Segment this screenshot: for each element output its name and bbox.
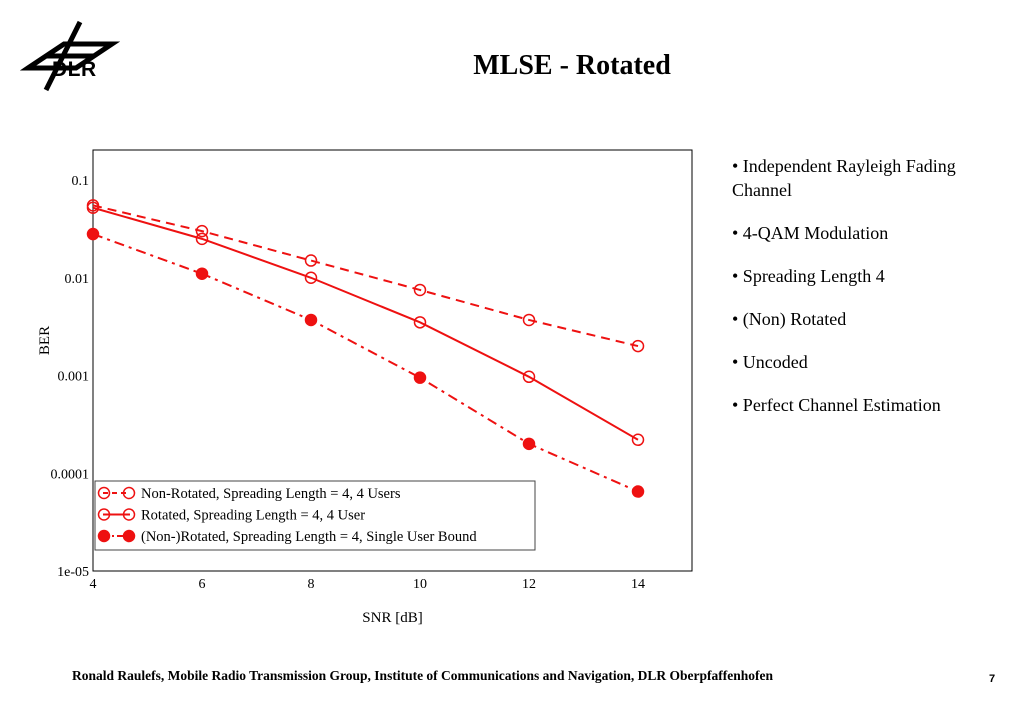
bullet-item: • Uncoded: [732, 352, 808, 372]
data-point: [413, 316, 427, 329]
data-point: [631, 485, 645, 498]
logo-text: DLR: [52, 58, 97, 81]
series-line: [92, 233, 639, 493]
data-point: [304, 313, 318, 327]
data-point: [522, 437, 536, 451]
data-point: [413, 283, 427, 297]
data-point: [86, 227, 100, 241]
bullet-list: • Independent Rayleigh Fading Channel • …: [732, 154, 1012, 436]
legend-marker: [97, 508, 111, 521]
bullet-item: • 4-QAM Modulation: [732, 223, 889, 243]
legend-label: (Non-)Rotated, Spreading Length = 4, Sin…: [141, 529, 477, 545]
x-tick-label: 10: [413, 577, 427, 592]
data-point: [522, 370, 536, 384]
data-point: [304, 254, 318, 267]
x-tick-label: 14: [631, 577, 645, 592]
data-point: [413, 371, 427, 384]
footer-text: Ronald Raulefs, Mobile Radio Transmissio…: [72, 668, 773, 683]
legend-marker: [122, 486, 136, 500]
y-tick-label: 0.1: [72, 174, 90, 189]
page-number: 7: [989, 673, 996, 685]
x-tick-label: 8: [308, 577, 315, 592]
data-point: [522, 313, 536, 327]
bullet-item: • Perfect Channel Estimation: [732, 395, 941, 415]
bullet-item: • Independent Rayleigh Fading Channel: [732, 156, 956, 200]
legend-marker: [97, 486, 111, 500]
legend-box: [94, 480, 536, 551]
legend-marker: [122, 508, 136, 521]
legend-marker: [122, 529, 136, 543]
y-tick-label: 0.0001: [51, 467, 90, 482]
data-point: [86, 201, 100, 215]
series-line: [92, 204, 639, 348]
x-axis-label: SNR [dB]: [362, 610, 422, 626]
series-line: [92, 206, 639, 441]
y-tick-label: 0.001: [58, 370, 90, 385]
slide-title: MLSE - Rotated: [473, 50, 671, 81]
data-point: [631, 339, 645, 353]
legend-marker: [97, 529, 111, 543]
legend-label: Rotated, Spreading Length = 4, 4 User: [141, 508, 365, 524]
data-point: [195, 232, 209, 246]
x-tick-label: 12: [522, 577, 536, 592]
y-tick-label: 0.01: [65, 272, 90, 287]
bullet-item: • (Non) Rotated: [732, 309, 847, 329]
data-point: [195, 267, 209, 280]
y-axis-label: BER: [37, 326, 53, 355]
x-tick-label: 6: [199, 577, 206, 592]
data-point: [631, 433, 645, 447]
y-tick-label: 1e-05: [57, 565, 89, 580]
bullet-item: • Spreading Length 4: [732, 266, 885, 286]
legend-label: Non-Rotated, Spreading Length = 4, 4 Use…: [141, 486, 401, 502]
data-point: [304, 271, 318, 284]
dlr-logo-icon: [20, 20, 120, 92]
x-tick-label: 4: [90, 577, 97, 592]
data-point: [195, 224, 209, 238]
